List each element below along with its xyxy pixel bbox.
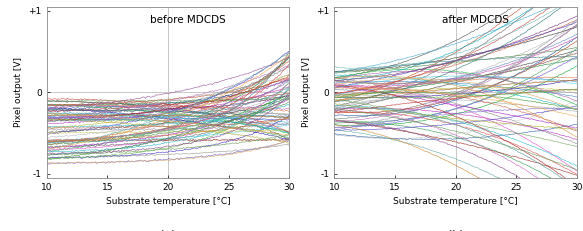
X-axis label: Substrate temperature [°C]: Substrate temperature [°C] xyxy=(106,197,230,206)
Text: (b): (b) xyxy=(448,229,463,231)
Y-axis label: Pixel output [V]: Pixel output [V] xyxy=(14,57,23,128)
Text: before MDCDS: before MDCDS xyxy=(150,15,226,25)
Y-axis label: Pixel output [V]: Pixel output [V] xyxy=(301,57,311,128)
Text: (a): (a) xyxy=(160,229,176,231)
Text: after MDCDS: after MDCDS xyxy=(442,15,509,25)
X-axis label: Substrate temperature [°C]: Substrate temperature [°C] xyxy=(394,197,518,206)
